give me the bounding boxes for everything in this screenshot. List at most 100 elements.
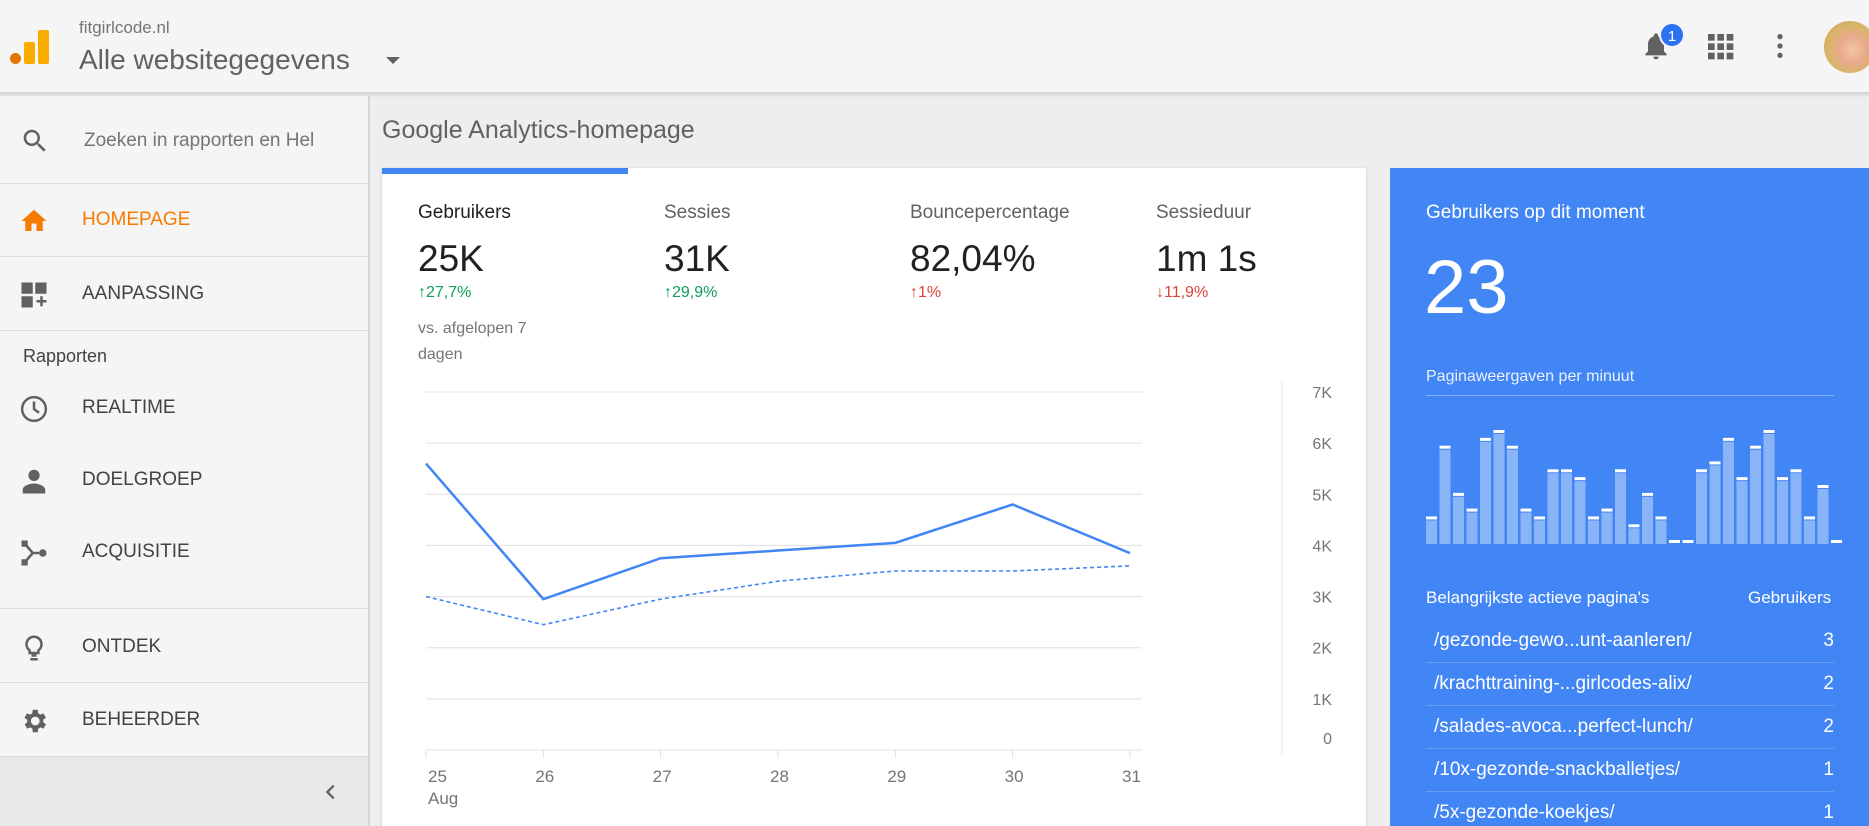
pageview-bar-cap bbox=[1669, 540, 1680, 543]
pageview-bar-cap bbox=[1466, 508, 1478, 512]
page-users: 2 bbox=[1823, 673, 1834, 694]
chevron-down-icon[interactable] bbox=[386, 57, 400, 64]
sidebar-item-label: ACQUISITIE bbox=[82, 541, 190, 562]
analytics-logo-icon[interactable] bbox=[10, 28, 50, 68]
metric-value: 1m 1s bbox=[1156, 238, 1257, 279]
arrow-up-icon: ↑ bbox=[910, 284, 918, 301]
metric-value: 25K bbox=[418, 238, 484, 279]
pageviews-bar-chart bbox=[1426, 430, 1842, 544]
sidebar-item-beheerder[interactable]: BEHEERDER bbox=[0, 684, 370, 756]
metric-label: Bouncepercentage bbox=[910, 202, 1070, 223]
pageview-bar bbox=[1723, 441, 1734, 544]
y-tick-label: 2K bbox=[1312, 641, 1332, 658]
page-path: /5x-gezonde-koekjes/ bbox=[1434, 802, 1615, 823]
person-icon bbox=[22, 469, 46, 494]
series-line-1 bbox=[425, 462, 1131, 601]
series-line-2 bbox=[425, 565, 1131, 626]
pageview-bar bbox=[1655, 520, 1667, 544]
sidebar-item-doelgroep[interactable]: DOELGROEP bbox=[0, 444, 370, 516]
lightbulb-icon bbox=[25, 635, 43, 661]
user-avatar[interactable] bbox=[1824, 21, 1869, 73]
y-tick-label: 3K bbox=[1312, 590, 1332, 607]
y-tick-label: 1K bbox=[1312, 692, 1332, 709]
pageview-bar bbox=[1493, 434, 1505, 544]
pageview-bar bbox=[1453, 496, 1464, 544]
pageview-bar bbox=[1642, 496, 1653, 544]
pageview-bar-cap bbox=[1642, 492, 1653, 496]
pageview-bar bbox=[1763, 434, 1775, 544]
sidebar-item-label: HOMEPAGE bbox=[82, 209, 191, 230]
search-input[interactable] bbox=[84, 126, 320, 156]
top-page-row[interactable]: /salades-avoca...perfect-lunch/ 2 bbox=[1426, 706, 1834, 749]
pageview-bar bbox=[1736, 481, 1748, 544]
pageview-bar bbox=[1561, 473, 1572, 544]
arrow-down-icon: ↓ bbox=[1156, 284, 1164, 301]
metric-delta: ↓11,9% bbox=[1156, 284, 1209, 301]
pageview-bar bbox=[1534, 520, 1545, 544]
pageview-bar bbox=[1628, 528, 1640, 544]
pageview-bar-cap bbox=[1723, 437, 1734, 441]
pageview-bar-cap bbox=[1817, 485, 1829, 488]
metric-tab-session-duration[interactable]: Sessieduur 1m 1s ↓11,9% bbox=[1156, 202, 1386, 302]
page-users: 2 bbox=[1823, 716, 1834, 737]
pageview-bar bbox=[1480, 441, 1491, 544]
pageview-bar-cap bbox=[1534, 516, 1545, 520]
top-header: fitgirlcode.nl Alle websitegegevens 1 bbox=[0, 0, 1869, 94]
arrow-up-icon: ↑ bbox=[664, 284, 672, 301]
top-page-row[interactable]: /krachttraining-...girlcodes-alix/ 2 bbox=[1426, 663, 1834, 706]
pageview-bar-cap bbox=[1655, 516, 1667, 520]
pageview-bar-cap bbox=[1628, 524, 1640, 528]
metric-tab-users[interactable]: Gebruikers 25K ↑27,7% bbox=[418, 202, 648, 302]
pageview-bar-cap bbox=[1615, 469, 1626, 473]
pageview-bar-cap bbox=[1696, 469, 1707, 473]
search-icon[interactable] bbox=[20, 126, 50, 156]
pageview-bar bbox=[1601, 512, 1613, 544]
y-tick-label: 4K bbox=[1312, 538, 1332, 555]
metric-tab-sessions[interactable]: Sessies 31K ↑29,9% bbox=[664, 202, 894, 302]
y-tick-label: 5K bbox=[1312, 487, 1332, 504]
more-vert-icon[interactable] bbox=[1764, 30, 1796, 62]
apps-grid-icon[interactable] bbox=[1704, 30, 1736, 62]
page-path: /gezonde-gewo...unt-aanleren/ bbox=[1434, 630, 1692, 651]
x-tick-label: 30 bbox=[1005, 767, 1024, 786]
chevron-left-icon[interactable] bbox=[320, 779, 342, 805]
page-users: 1 bbox=[1823, 759, 1834, 780]
sidebar-item-aanpassing[interactable]: AANPASSING bbox=[0, 258, 370, 330]
top-page-row[interactable]: /10x-gezonde-snackballetjes/ 1 bbox=[1426, 749, 1834, 792]
realtime-title: Gebruikers op dit moment bbox=[1426, 202, 1645, 223]
metric-delta: ↑29,9% bbox=[664, 284, 718, 301]
acquisition-icon bbox=[21, 540, 47, 566]
pageview-bar bbox=[1750, 449, 1761, 544]
top-page-row[interactable]: /gezonde-gewo...unt-aanleren/ 3 bbox=[1426, 620, 1834, 663]
metric-tab-bounce-rate[interactable]: Bouncepercentage 82,04% ↑1% bbox=[910, 202, 1140, 302]
top-page-row[interactable]: /5x-gezonde-koekjes/ 1 bbox=[1426, 792, 1834, 826]
pageview-bar-cap bbox=[1493, 430, 1505, 433]
metric-value: 82,04% bbox=[910, 238, 1036, 279]
pageview-bar bbox=[1466, 512, 1478, 544]
page-title: Google Analytics-homepage bbox=[382, 116, 695, 144]
users-line-chart: 0 1K 2K 3K 4K 5K 6K 7K 25 26 27 28 29 30 31 Aug bbox=[425, 382, 1332, 808]
pageview-bar-cap bbox=[1750, 445, 1761, 449]
sidebar-item-realtime[interactable]: REALTIME bbox=[0, 372, 370, 444]
metric-label: Sessies bbox=[664, 202, 731, 223]
realtime-panel[interactable]: Gebruikers op dit moment 23 Paginaweerga… bbox=[1390, 168, 1869, 826]
property-view-selector[interactable]: Alle websitegegevens bbox=[79, 44, 350, 75]
arrow-up-icon: ↑ bbox=[418, 284, 426, 301]
sidebar-item-label: AANPASSING bbox=[82, 283, 205, 304]
pageview-bar bbox=[1547, 473, 1559, 544]
pageview-bar bbox=[1696, 473, 1707, 544]
x-tick-label: 31 bbox=[1122, 767, 1141, 786]
page-path: /salades-avoca...perfect-lunch/ bbox=[1434, 716, 1693, 737]
pageview-bar-cap bbox=[1831, 540, 1842, 543]
sidebar-item-label: DOELGROEP bbox=[82, 469, 203, 490]
sidebar-collapse-bar[interactable] bbox=[0, 756, 368, 826]
sidebar-item-label: BEHEERDER bbox=[82, 709, 201, 730]
clock-icon bbox=[20, 395, 48, 423]
sidebar-item-acquisitie[interactable]: ACQUISITIE bbox=[0, 516, 370, 588]
dashboard-add-icon bbox=[21, 282, 47, 308]
pageview-bar-cap bbox=[1507, 445, 1518, 449]
sidebar-item-ontdek[interactable]: ONTDEK bbox=[0, 611, 370, 683]
metric-label: Gebruikers bbox=[418, 202, 511, 223]
sidebar-item-homepage[interactable]: HOMEPAGE bbox=[0, 184, 370, 256]
pageview-bar-cap bbox=[1480, 437, 1491, 441]
